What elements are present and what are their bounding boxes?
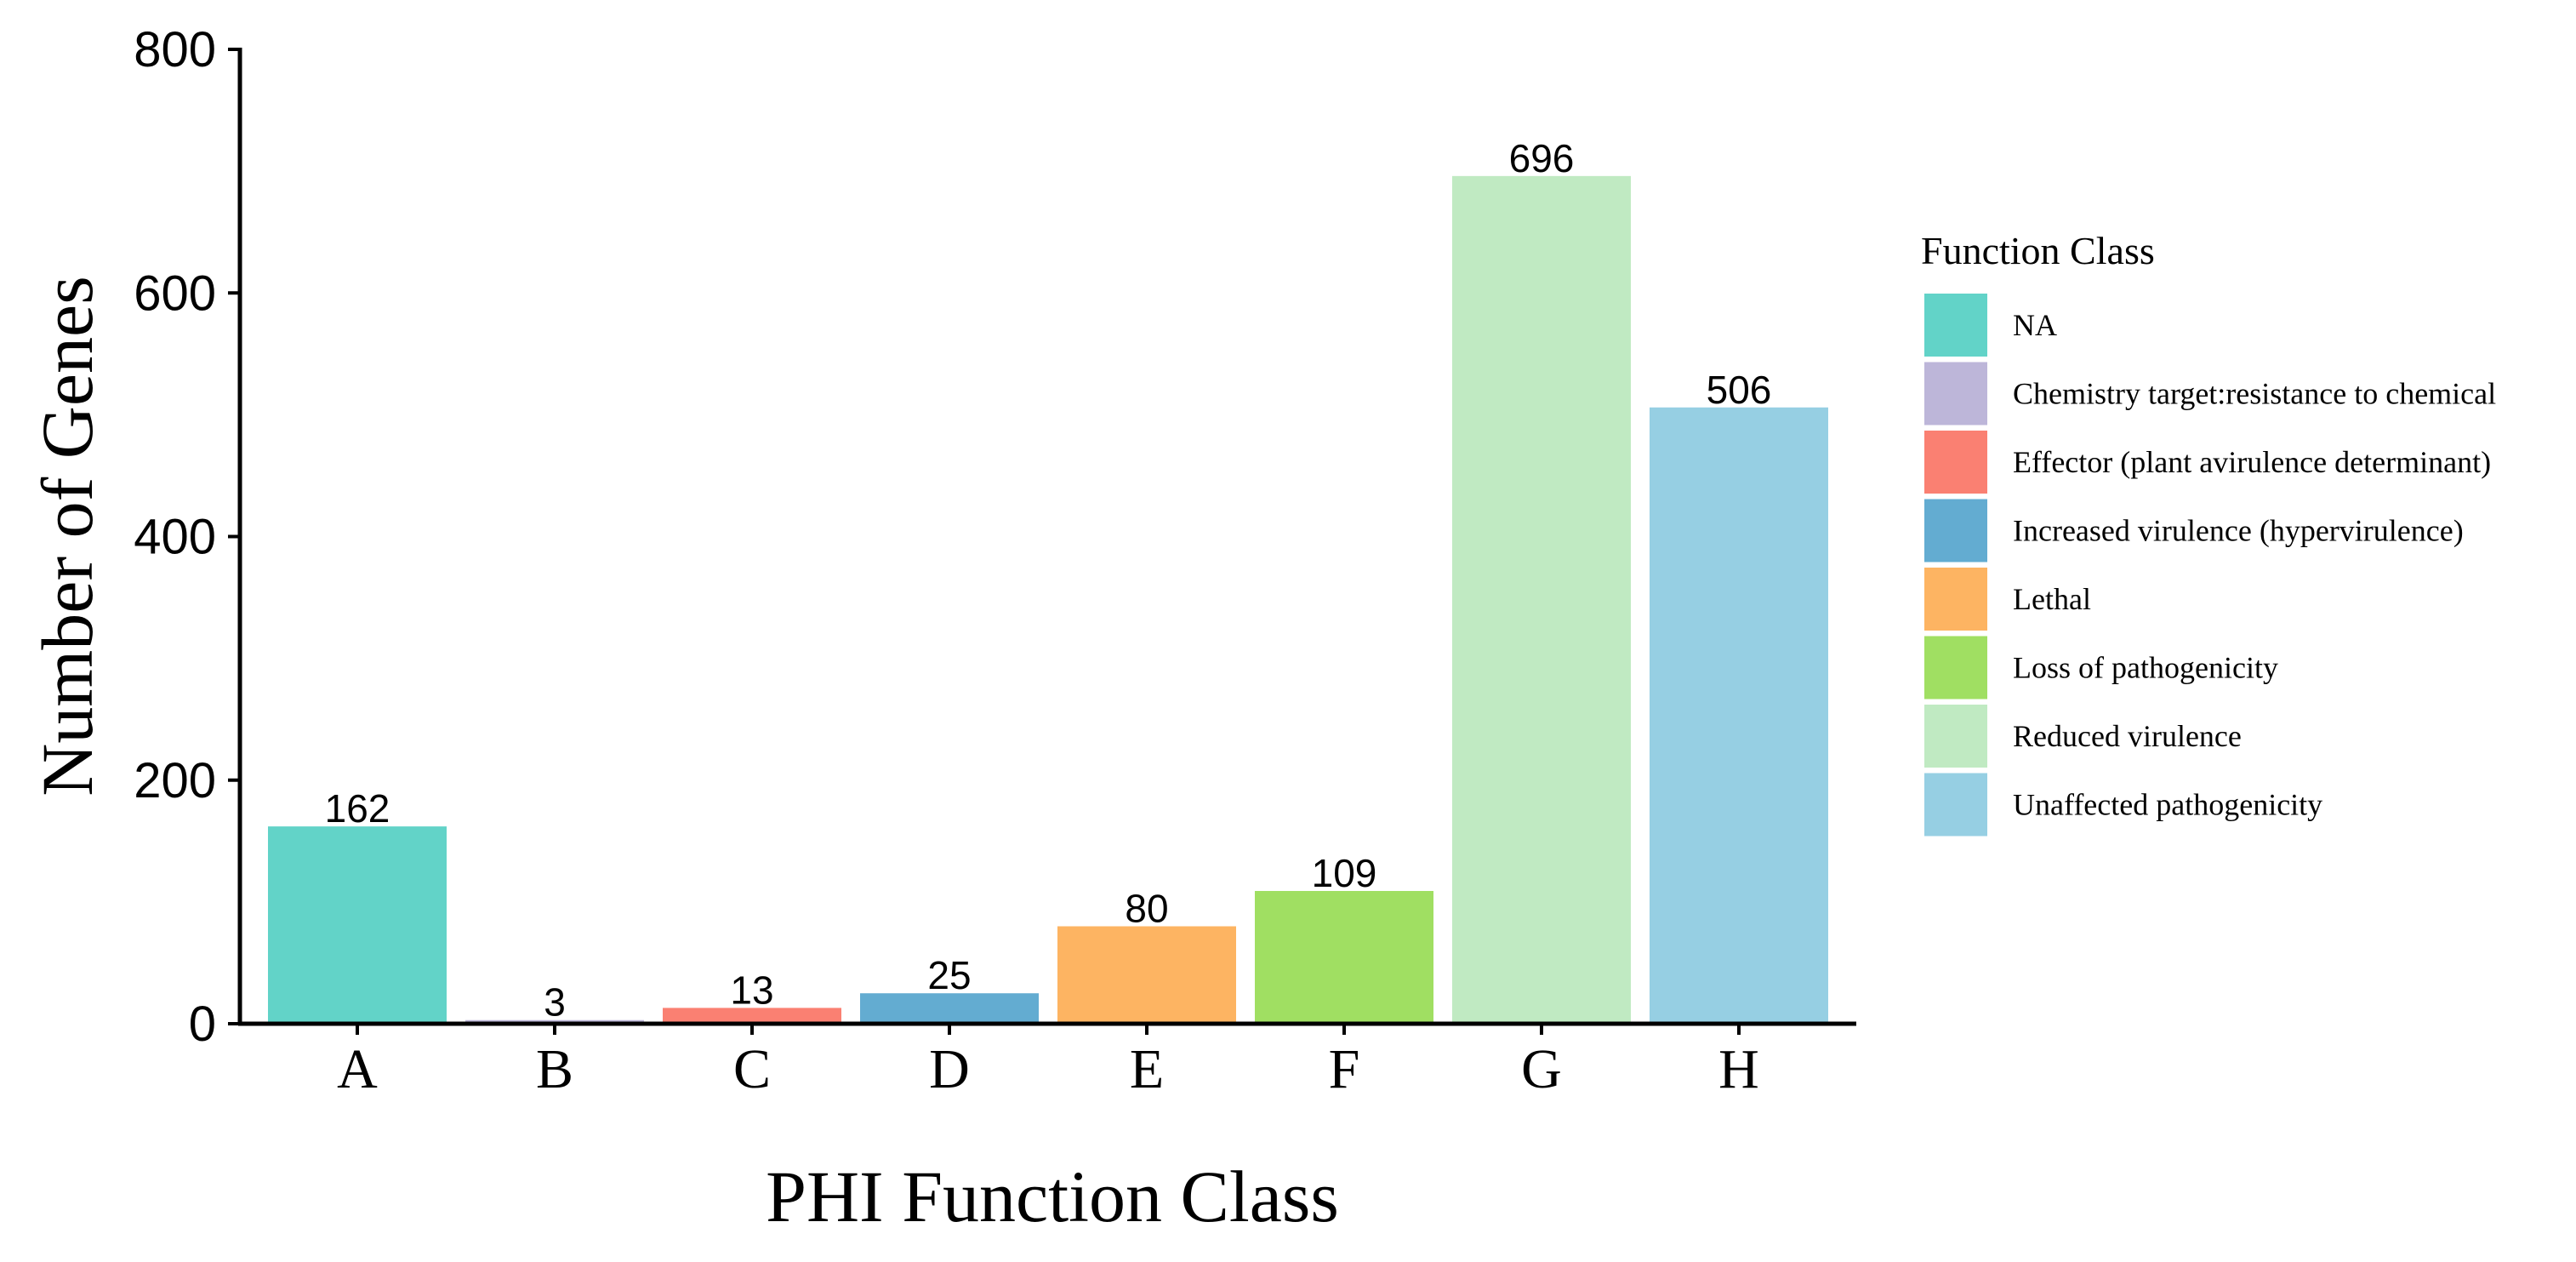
- legend-label: Reduced virulence: [2013, 719, 2242, 753]
- x-ticks-group: A B C D E F G H: [337, 1024, 1759, 1100]
- bar-h: [1650, 407, 1828, 1025]
- x-tick-label-d: D: [929, 1038, 970, 1100]
- bar-value-label-b: 3: [544, 980, 566, 1025]
- legend-label: Loss of pathogenicity: [2013, 651, 2278, 685]
- legend-label: Chemistry target:resistance to chemical: [2013, 377, 2496, 411]
- bars-group: [268, 175, 1828, 1025]
- bar-value-label-g: 696: [1509, 136, 1575, 180]
- x-tick-label-c: C: [733, 1038, 771, 1100]
- y-axis-title: Number of Genes: [26, 276, 108, 796]
- legend: Function Class NA Chemistry target:resist…: [1921, 229, 2496, 837]
- bar-value-label-c: 13: [730, 968, 773, 1012]
- legend-key: [1924, 294, 1987, 357]
- legend-key: [1924, 431, 1987, 494]
- bar-g: [1452, 175, 1631, 1025]
- legend-key: [1924, 705, 1987, 768]
- legend-title: Function Class: [1921, 229, 2155, 272]
- bar-value-label-e: 80: [1125, 887, 1168, 931]
- bar-value-label-a: 162: [325, 786, 390, 831]
- y-tick-label-0: 0: [189, 996, 216, 1052]
- legend-label: Lethal: [2013, 582, 2091, 616]
- legend-label: Increased virulence (hypervirulence): [2013, 514, 2464, 548]
- bar-labels-group: 162 3 13 25 80 109 696 506: [325, 136, 1772, 1025]
- bar-d: [860, 993, 1039, 1024]
- y-tick-label-600: 600: [134, 266, 216, 321]
- legend-label: Effector (plant avirulence determinant): [2013, 445, 2491, 479]
- bar-value-label-h: 506: [1707, 368, 1772, 412]
- legend-key: [1924, 568, 1987, 631]
- bar-f: [1255, 890, 1433, 1024]
- legend-key: [1924, 362, 1987, 425]
- legend-label: Unaffected pathogenicity: [2013, 788, 2322, 822]
- legend-key: [1924, 499, 1987, 562]
- legend-key: [1924, 773, 1987, 837]
- bar-c: [663, 1008, 841, 1024]
- x-tick-label-e: E: [1130, 1038, 1164, 1100]
- y-ticks-group: 0 200 400 600 800: [134, 22, 240, 1052]
- y-tick-label-200: 200: [134, 753, 216, 808]
- legend-key: [1924, 636, 1987, 700]
- bar-e: [1057, 926, 1236, 1024]
- y-tick-label-400: 400: [134, 510, 216, 565]
- x-tick-label-h: H: [1718, 1038, 1759, 1100]
- x-tick-label-g: G: [1521, 1038, 1562, 1100]
- bar-a: [268, 826, 447, 1024]
- legend-label: NA: [2013, 308, 2057, 342]
- x-tick-label-a: A: [337, 1038, 378, 1100]
- x-axis-title: PHI Function Class: [766, 1156, 1339, 1237]
- y-tick-label-800: 800: [134, 22, 216, 77]
- bar-value-label-f: 109: [1312, 851, 1377, 895]
- bar-value-label-d: 25: [927, 953, 971, 997]
- x-tick-label-b: B: [536, 1038, 573, 1100]
- legend-items: NA Chemistry target:resistance to chemica…: [1924, 294, 2496, 837]
- x-tick-label-f: F: [1329, 1038, 1360, 1100]
